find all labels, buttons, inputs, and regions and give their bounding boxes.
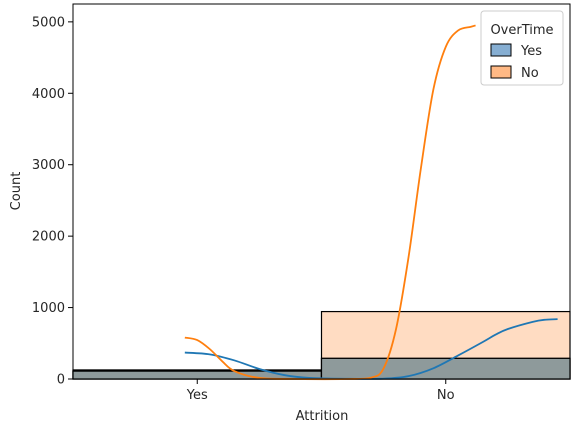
legend-title: OverTime <box>490 23 553 38</box>
x-axis-label: Attrition <box>296 409 349 424</box>
kde-curve-no <box>184 24 476 381</box>
y-tick-label: 3000 <box>32 158 65 173</box>
y-tick-label: 1000 <box>32 301 65 316</box>
plot-frame <box>72 3 571 380</box>
axes: 0 1000 2000 3000 4000 5000 Yes No <box>32 15 455 403</box>
y-tick-label: 2000 <box>32 230 65 245</box>
y-tick-label: 4000 <box>32 87 65 102</box>
legend-swatch-yes <box>490 43 512 57</box>
legend: OverTime Yes No <box>480 10 564 86</box>
legend-swatch-no <box>490 65 512 79</box>
y-tick-label: 0 <box>57 373 65 388</box>
x-tick-label: No <box>437 388 455 403</box>
legend-label-no: No <box>521 66 539 81</box>
legend-label-yes: Yes <box>520 44 542 59</box>
y-tick-label: 5000 <box>32 15 65 30</box>
x-tick-label: Yes <box>186 388 208 403</box>
y-axis-label: Count <box>9 172 24 211</box>
plot-area <box>72 24 571 381</box>
kde-curve-yes <box>184 318 558 380</box>
